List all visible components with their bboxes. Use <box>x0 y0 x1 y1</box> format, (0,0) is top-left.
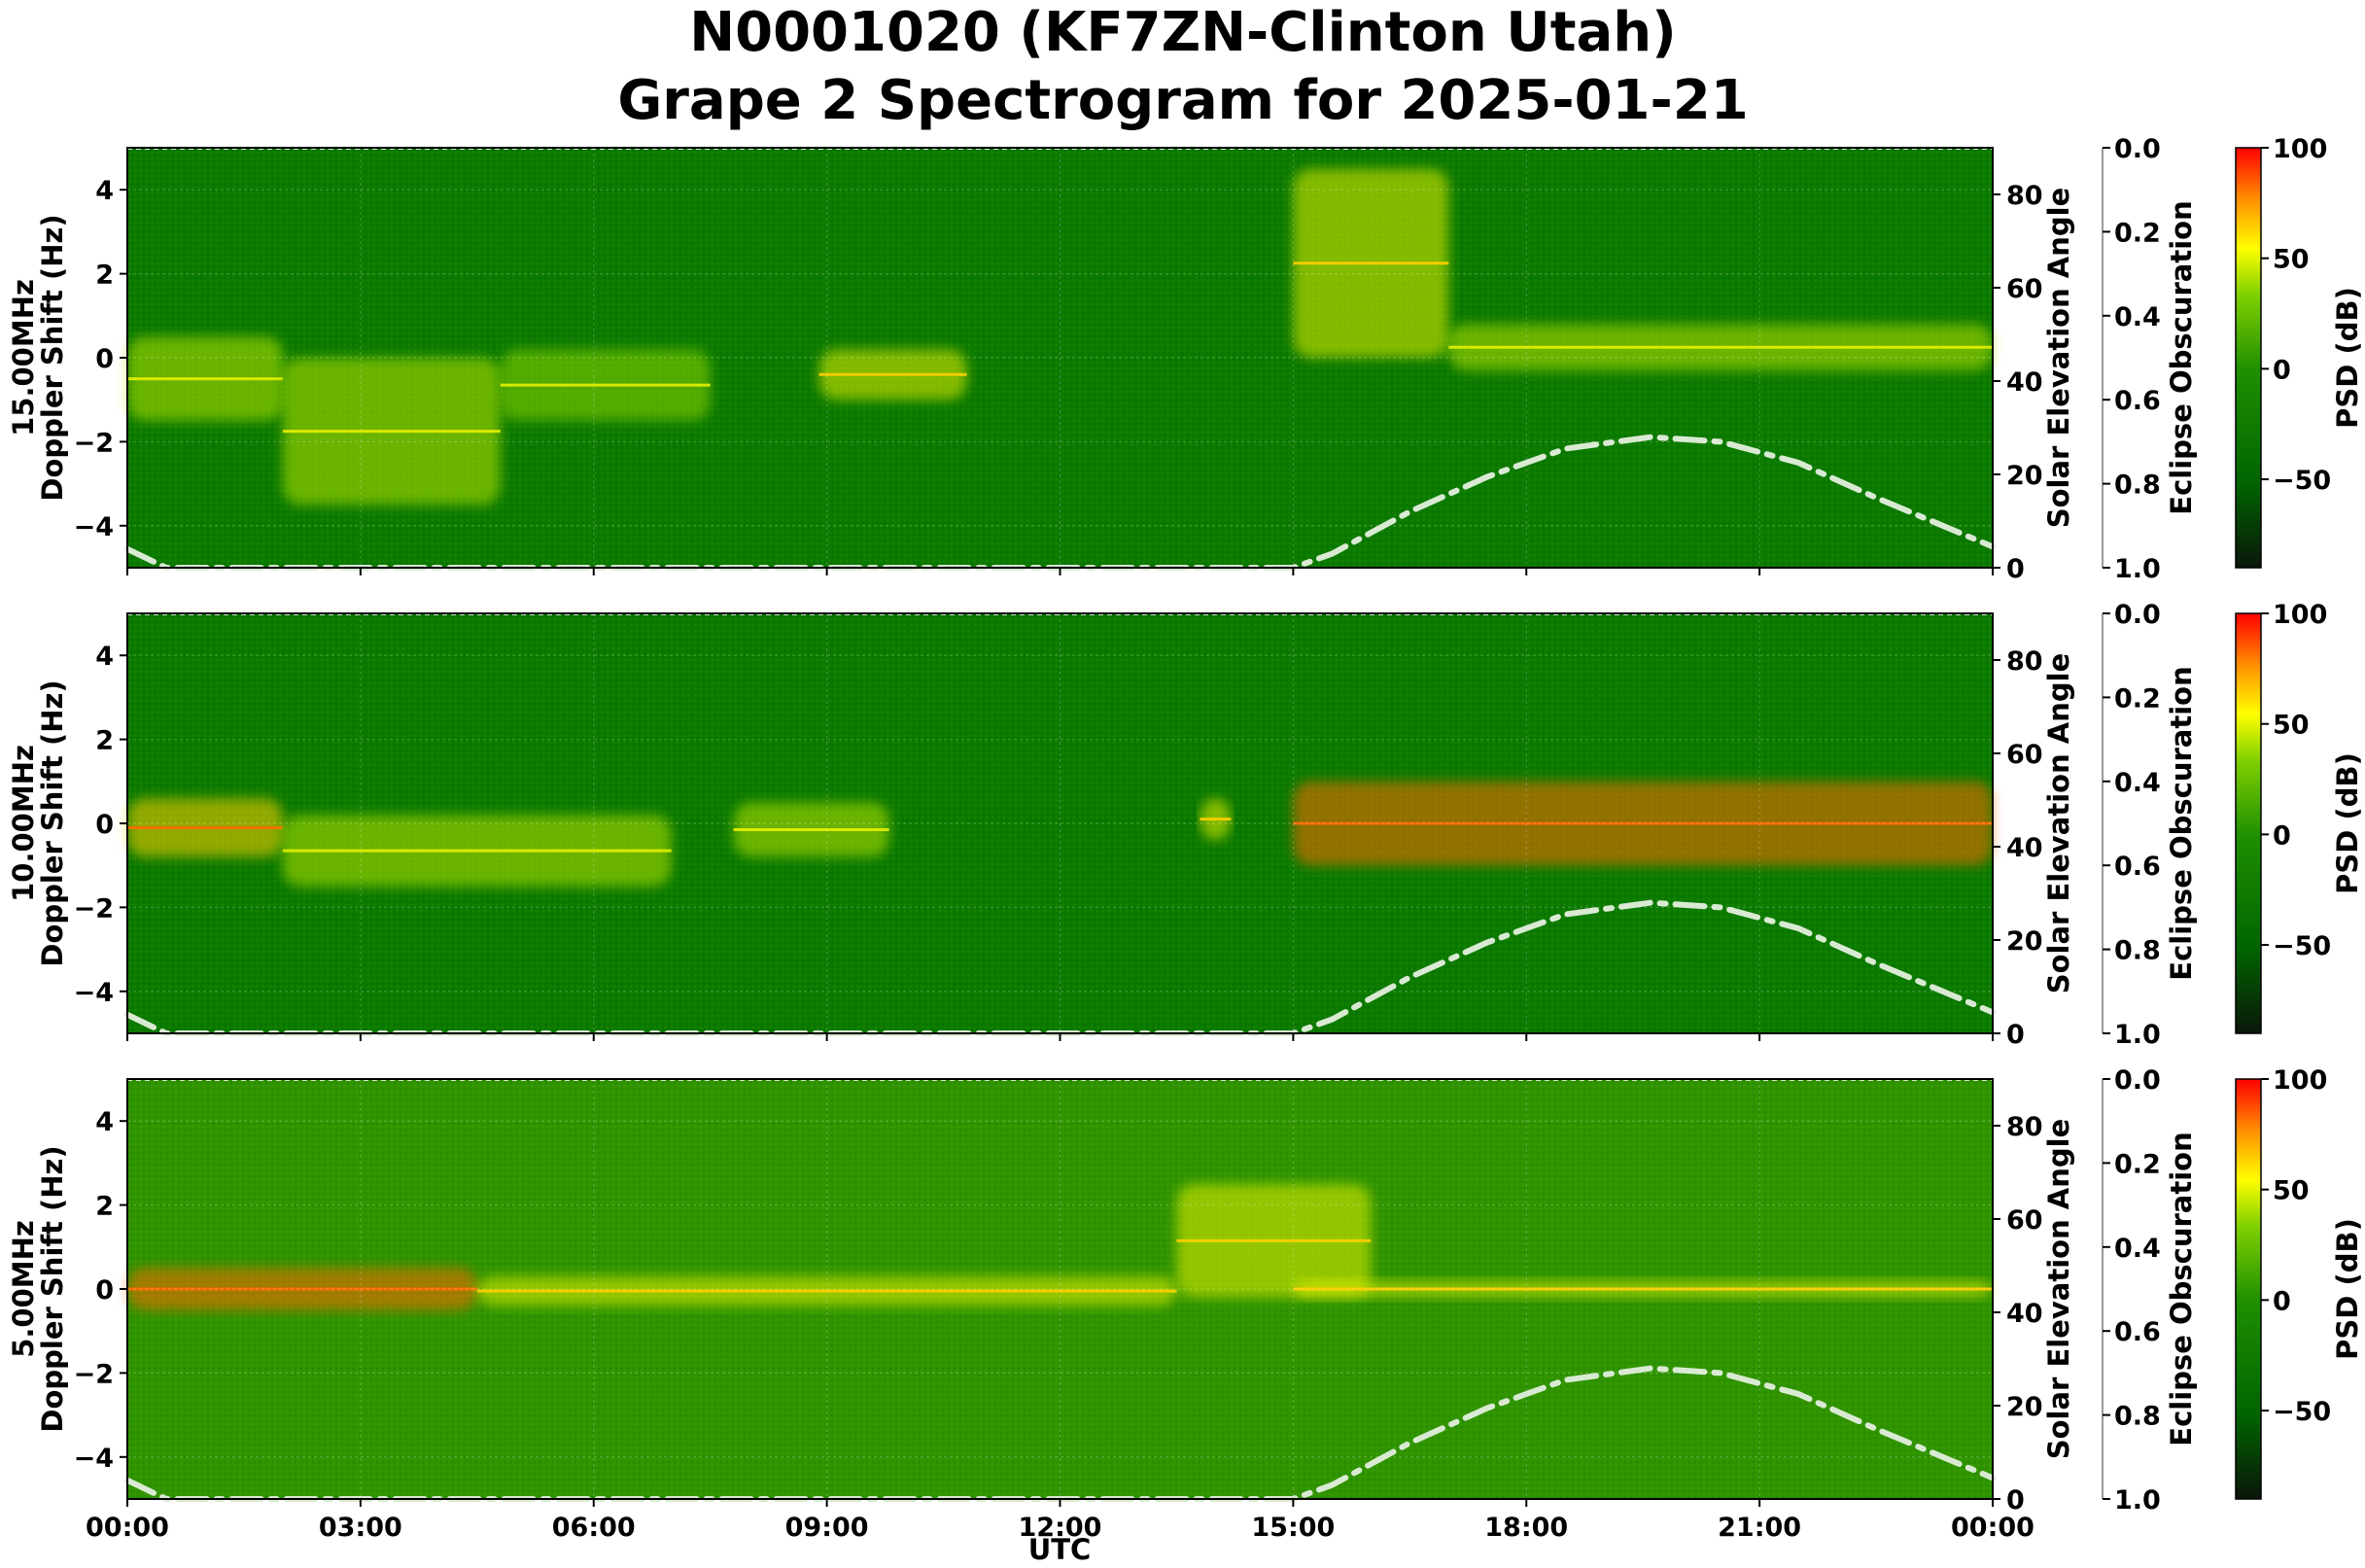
eclipse-tick-label: 0.4 <box>2114 768 2161 798</box>
y-tick-label: 4 <box>95 642 114 672</box>
colorbar-label: PSD (dB) <box>2331 287 2364 429</box>
elevation-tick-label: 0 <box>2006 1020 2025 1050</box>
y-tick-label: 4 <box>95 176 114 206</box>
colorbar-tick-label: 50 <box>2273 711 2310 741</box>
x-tick-label: 18:00 <box>1484 1513 1568 1543</box>
x-tick-label: 06:00 <box>552 1513 636 1543</box>
colorbar-tick-label: 0 <box>2273 820 2291 851</box>
colorbar <box>2235 147 2262 569</box>
colorbar-tick-label: 0 <box>2273 1286 2291 1316</box>
elevation-tick-label: 80 <box>2006 1112 2043 1142</box>
eclipse-tick-label: 1.0 <box>2114 1485 2161 1516</box>
x-tick-label: 12:00 <box>1019 1513 1102 1543</box>
eclipse-axis-label: Eclipse Obscuration <box>2165 200 2198 514</box>
elevation-tick-label: 40 <box>2006 833 2043 863</box>
colorbar-tick-label: −50 <box>2273 931 2331 961</box>
y-tick-label: −4 <box>74 512 114 542</box>
elevation-tick-label: 20 <box>2006 1392 2043 1422</box>
elevation-tick-label: 40 <box>2006 367 2043 398</box>
solar-elevation-label: Solar Elevation Angle <box>2042 188 2075 529</box>
colorbar-label: PSD (dB) <box>2331 752 2364 894</box>
y-tick-label: 0 <box>95 810 114 840</box>
elevation-tick-label: 80 <box>2006 646 2043 677</box>
x-tick-label: 15:00 <box>1251 1513 1335 1543</box>
frequency-label: 10.00MHz <box>7 745 40 902</box>
eclipse-tick-label: 1.0 <box>2114 1020 2161 1050</box>
eclipse-tick-label: 0.6 <box>2114 386 2161 416</box>
eclipse-tick-label: 0.2 <box>2114 218 2161 248</box>
x-axis-label: UTC <box>1028 1533 1092 1566</box>
eclipse-tick-label: 0.8 <box>2114 470 2161 501</box>
x-tick-label: 09:00 <box>785 1513 869 1543</box>
eclipse-axis-label: Eclipse Obscuration <box>2165 666 2198 980</box>
doppler-axis-label: Doppler Shift (Hz) <box>36 679 69 966</box>
elevation-tick-label: 0 <box>2006 1485 2025 1516</box>
frequency-label: 5.00MHz <box>7 1220 40 1358</box>
eclipse-tick-label: 0.0 <box>2114 1065 2161 1096</box>
colorbar-tick-label: 50 <box>2273 1176 2310 1206</box>
eclipse-tick-label: 0.0 <box>2114 600 2161 630</box>
x-tick-label: 00:00 <box>86 1513 169 1543</box>
x-tick-label: 21:00 <box>1718 1513 1801 1543</box>
y-tick-label: −2 <box>74 1359 114 1389</box>
eclipse-axis-label: Eclipse Obscuration <box>2165 1132 2198 1446</box>
title-line-1: N0001020 (KF7ZN-Clinton Utah) <box>689 1 1677 64</box>
eclipse-tick-label: 0.2 <box>2114 1149 2161 1179</box>
y-tick-label: −2 <box>74 428 114 458</box>
doppler-axis-label: Doppler Shift (Hz) <box>36 214 69 501</box>
colorbar-label: PSD (dB) <box>2331 1218 2364 1360</box>
solar-elevation-label: Solar Elevation Angle <box>2042 1119 2075 1460</box>
colorbar-tick-label: −50 <box>2273 1397 2331 1427</box>
y-tick-label: 4 <box>95 1107 114 1137</box>
eclipse-tick-label: 0.0 <box>2114 134 2161 164</box>
colorbar-tick-label: 0 <box>2273 355 2291 385</box>
colorbar-tick-label: 100 <box>2273 600 2327 630</box>
y-tick-label: −4 <box>74 978 114 1008</box>
y-tick-label: 2 <box>95 726 114 756</box>
y-tick-label: 2 <box>95 261 114 291</box>
elevation-tick-label: 60 <box>2006 740 2043 770</box>
elevation-tick-label: 0 <box>2006 554 2025 584</box>
colorbar-tick-label: −50 <box>2273 466 2331 496</box>
eclipse-tick-label: 0.6 <box>2114 852 2161 882</box>
elevation-tick-label: 80 <box>2006 181 2043 211</box>
x-tick-label: 00:00 <box>1951 1513 2035 1543</box>
eclipse-tick-label: 0.4 <box>2114 302 2161 332</box>
eclipse-tick-label: 0.2 <box>2114 683 2161 714</box>
eclipse-tick-label: 0.6 <box>2114 1317 2161 1347</box>
eclipse-tick-label: 0.8 <box>2114 936 2161 966</box>
colorbar <box>2235 1078 2262 1500</box>
elevation-tick-label: 60 <box>2006 274 2043 304</box>
x-tick-label: 03:00 <box>319 1513 402 1543</box>
doppler-axis-label: Doppler Shift (Hz) <box>36 1145 69 1432</box>
elevation-tick-label: 20 <box>2006 926 2043 957</box>
y-tick-label: 0 <box>95 1275 114 1306</box>
elevation-tick-label: 40 <box>2006 1299 2043 1329</box>
y-tick-label: −4 <box>74 1444 114 1474</box>
colorbar-tick-label: 50 <box>2273 245 2310 275</box>
eclipse-tick-label: 0.4 <box>2114 1234 2161 1264</box>
eclipse-tick-label: 0.8 <box>2114 1402 2161 1432</box>
colorbar <box>2235 612 2262 1034</box>
colorbar-tick-label: 100 <box>2273 1065 2327 1096</box>
eclipse-tick-label: 1.0 <box>2114 554 2161 584</box>
y-tick-label: 0 <box>95 344 114 374</box>
elevation-tick-label: 20 <box>2006 461 2043 491</box>
frequency-label: 15.00MHz <box>7 279 40 436</box>
solar-elevation-label: Solar Elevation Angle <box>2042 653 2075 994</box>
y-tick-label: 2 <box>95 1192 114 1222</box>
colorbar-tick-label: 100 <box>2273 134 2327 164</box>
title-line-2: Grape 2 Spectrogram for 2025-01-21 <box>617 69 1748 132</box>
elevation-tick-label: 60 <box>2006 1205 2043 1236</box>
y-tick-label: −2 <box>74 893 114 923</box>
